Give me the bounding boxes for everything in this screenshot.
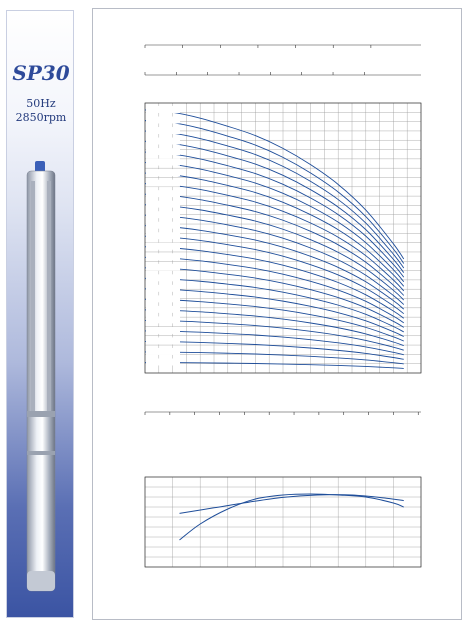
- curve-label-bg: [146, 221, 180, 229]
- curve-sp30-15: [144, 214, 405, 305]
- performance-chart-panel: [92, 8, 462, 620]
- curve-sp30-2: [144, 351, 404, 365]
- curve-sp30-16: [144, 204, 405, 301]
- curve-label-bg: [146, 274, 180, 282]
- curve-sp30-3: [144, 340, 404, 360]
- head-flow-chart: [144, 44, 422, 415]
- curve-label-bg: [146, 358, 180, 366]
- curve-sp30-6: [144, 309, 404, 347]
- curve-label-bg: [146, 284, 180, 292]
- curve-sp30-14: [144, 225, 405, 310]
- curve-label-bg: [146, 169, 180, 177]
- curve-p2: [179, 494, 404, 514]
- curve-label-bg: [146, 232, 180, 240]
- curve-label-bg: [146, 326, 180, 334]
- speed-label: 2850rpm: [15, 111, 67, 124]
- curve-label-bg: [146, 337, 180, 345]
- plot-frame: [144, 102, 422, 374]
- curve-label-bg: [146, 127, 180, 135]
- curve-label-bg: [146, 200, 180, 208]
- curve-sp30-13: [144, 235, 405, 315]
- curve-label-bg: [146, 263, 180, 271]
- curve-sp30-22: [144, 141, 405, 273]
- curve-sp30-11: [144, 256, 404, 324]
- frequency-label: 50Hz: [26, 97, 56, 110]
- power-efficiency-chart: [144, 476, 422, 568]
- curve-label-bg: [146, 116, 180, 124]
- curve-sp30-25: [144, 109, 405, 260]
- curve-label-bg: [146, 295, 180, 303]
- curve-sp30-10: [144, 267, 404, 328]
- curve-sp30-20: [144, 162, 405, 283]
- plot-frame: [144, 476, 422, 568]
- curve-label-bg: [146, 158, 180, 166]
- curve-sp30-17: [144, 193, 405, 296]
- curve-sp30-1: [144, 362, 404, 369]
- curve-sp30-9: [144, 277, 404, 333]
- curve-sp30-18: [144, 183, 405, 292]
- product-sidebar: SP30 50Hz 2850rpm: [6, 10, 74, 618]
- curve-label-bg: [146, 179, 180, 187]
- curve-sp30-4: [144, 330, 404, 356]
- pump-image: [26, 161, 56, 592]
- curve-sp30-8: [144, 288, 404, 337]
- curve-sp30-7: [144, 298, 404, 342]
- curve-label-bg: [146, 242, 180, 250]
- performance-chart: [144, 44, 422, 568]
- curve-label-bg: [146, 148, 180, 156]
- curve-sp30-21: [144, 151, 405, 278]
- curve-sp30-12: [144, 246, 405, 319]
- curve-sp30-5: [144, 319, 404, 351]
- curve-eta: [179, 493, 404, 541]
- curve-label-bg: [146, 305, 180, 313]
- curve-sp30-24: [144, 120, 405, 264]
- curve-label-bg: [146, 190, 180, 198]
- curve-label-bg: [146, 316, 180, 324]
- curve-sp30-23: [144, 130, 405, 269]
- curve-sp30-19: [144, 172, 405, 287]
- model-title: SP30: [12, 61, 70, 85]
- curve-label-bg: [146, 211, 180, 219]
- curve-label-bg: [146, 253, 180, 261]
- curve-label-bg: [146, 347, 180, 355]
- curve-label-bg: [146, 105, 180, 113]
- curve-label-bg: [146, 137, 180, 145]
